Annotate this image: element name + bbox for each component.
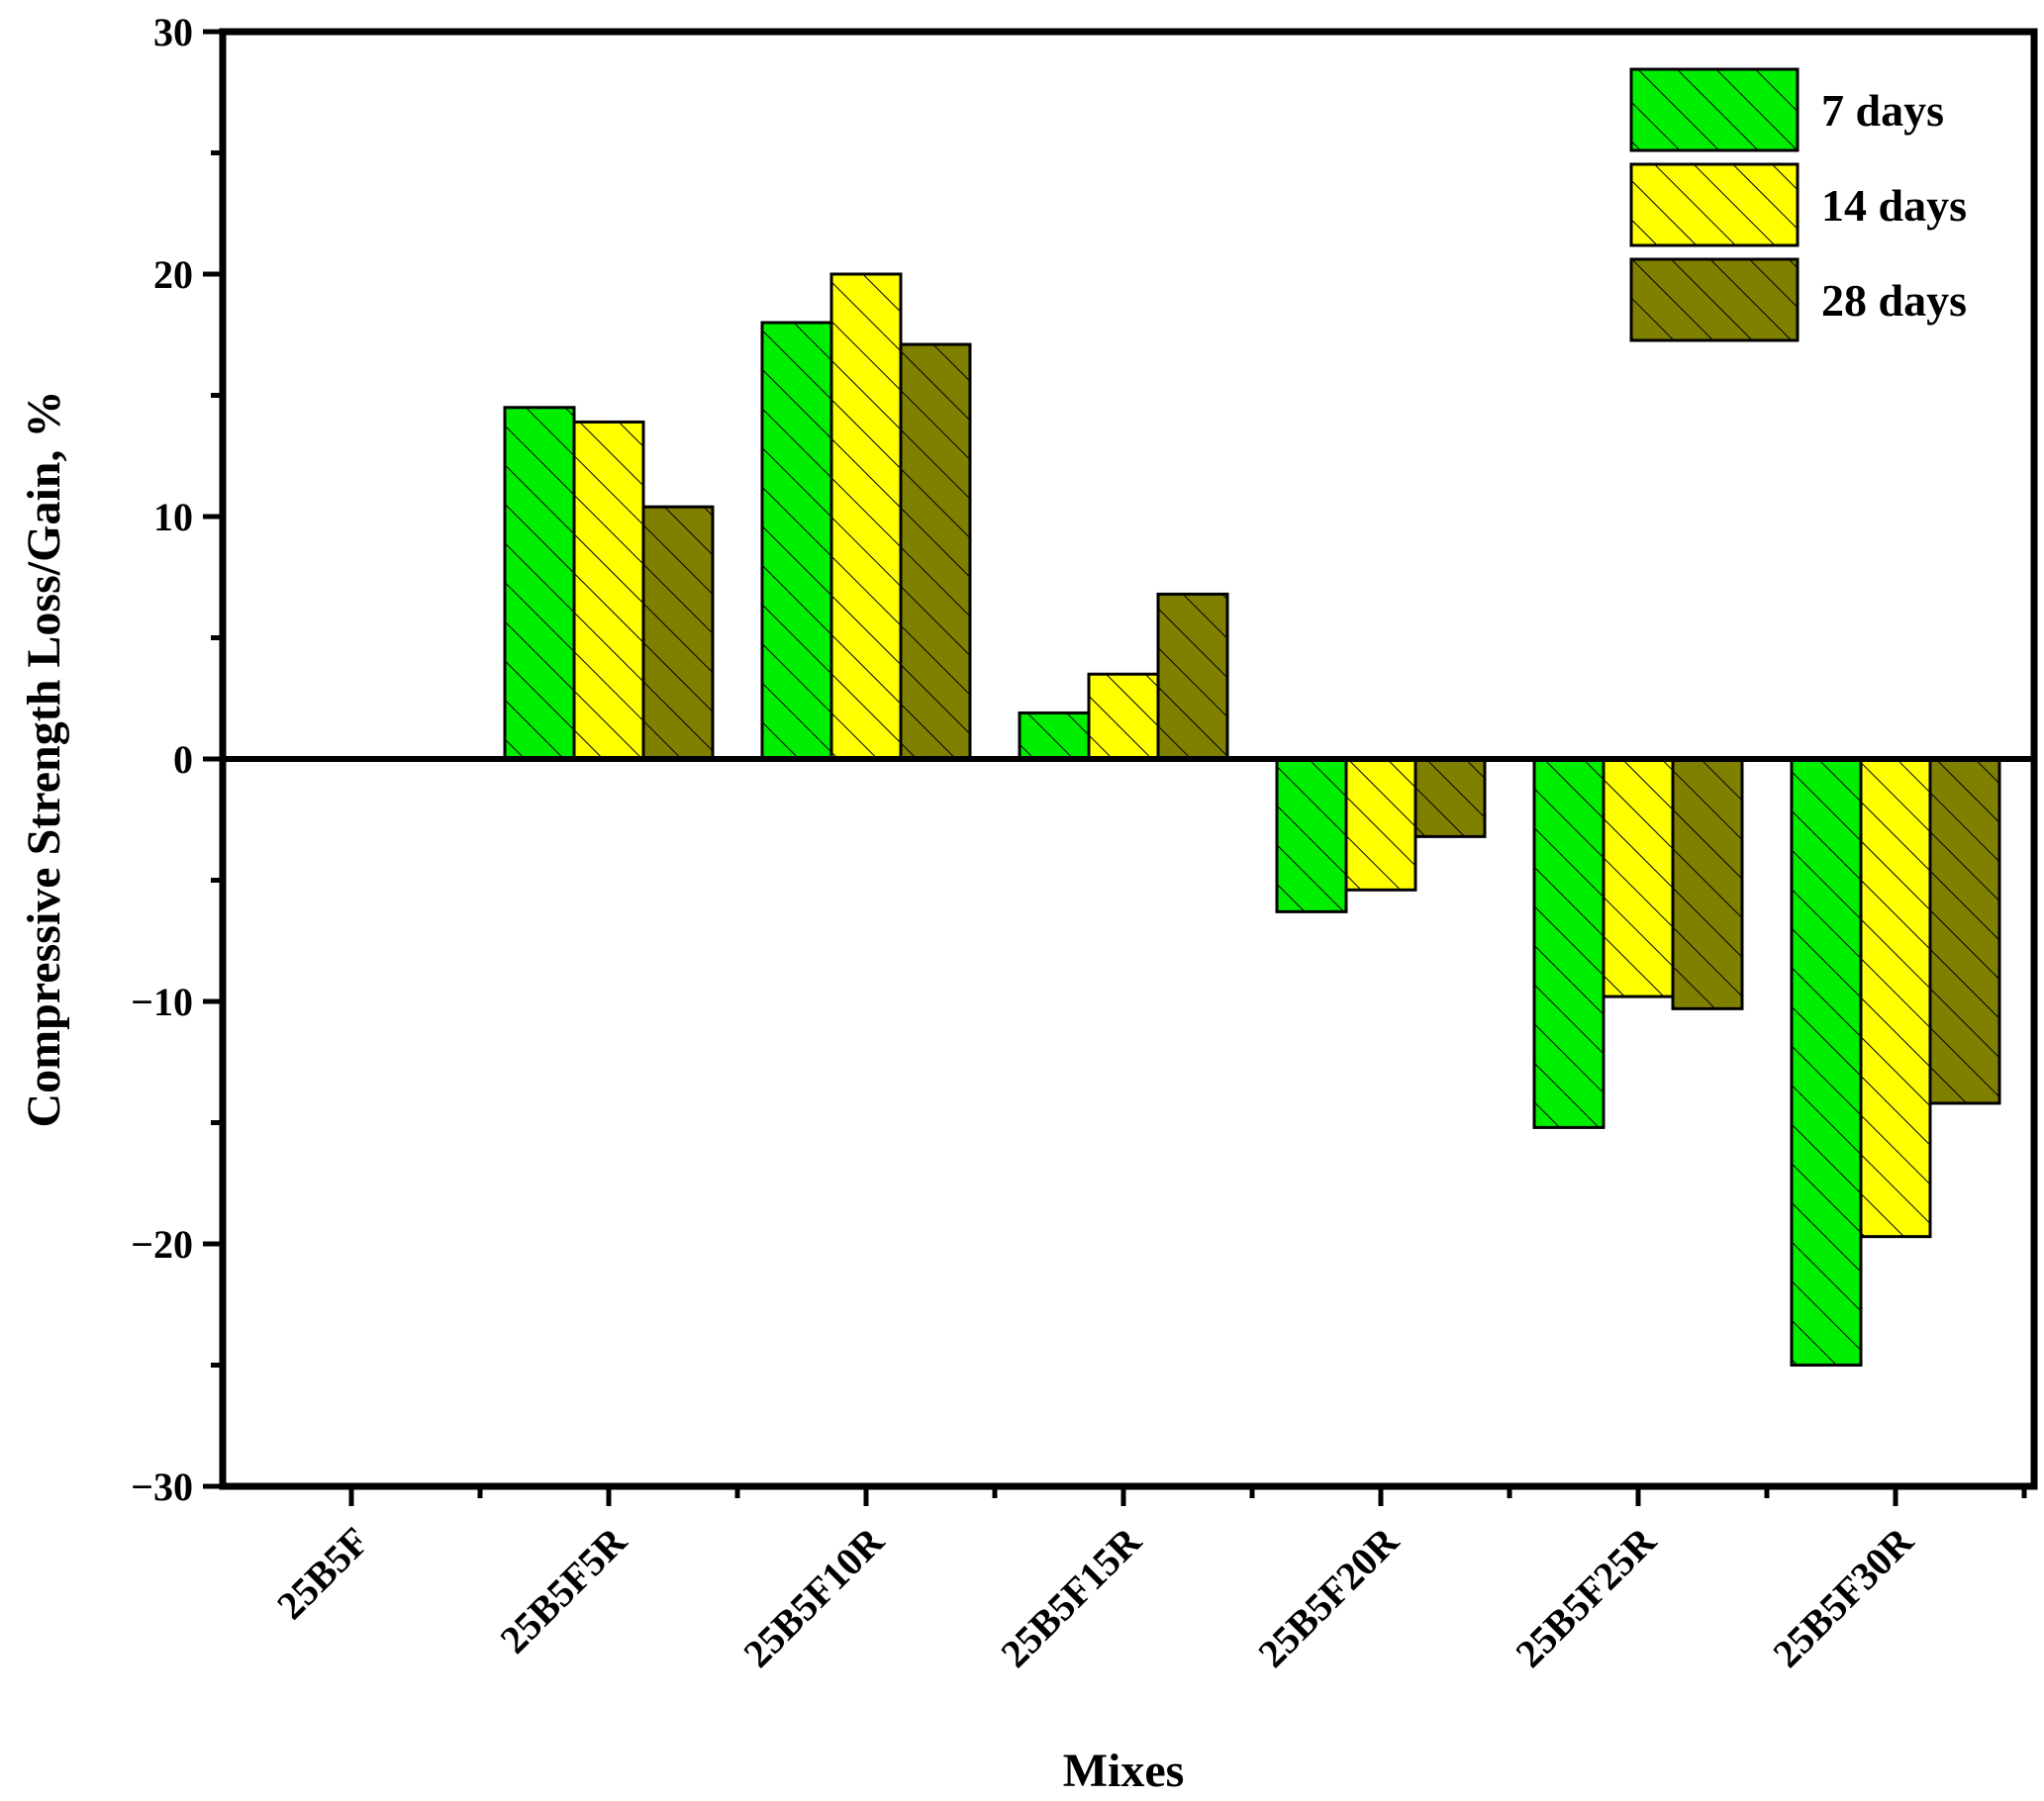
legend-label: 14 days bbox=[1821, 180, 1967, 231]
y-tick-label: −30 bbox=[131, 1465, 193, 1509]
bar-25B5F15R-7-days bbox=[1018, 711, 1091, 761]
bar-hatch bbox=[572, 420, 645, 761]
bar-hatch bbox=[1790, 757, 1863, 1367]
y-tick-label: 30 bbox=[153, 10, 193, 54]
x-axis-category-labels: 25B5F 25B5F5R 25B5F10R 25B5F15R 25B5F20R 25B5… bbox=[268, 1518, 1922, 1676]
bar-25B5F15R-14-days bbox=[1087, 672, 1160, 761]
legend-item: 28 days bbox=[1629, 257, 1967, 342]
legend-label: 7 days bbox=[1821, 85, 1944, 136]
bar-hatch bbox=[641, 505, 715, 761]
y-tick-label: −10 bbox=[131, 980, 193, 1024]
y-tick-label: 0 bbox=[173, 737, 193, 782]
bar-25B5F5R-14-days bbox=[572, 420, 645, 761]
bar-25B5F15R-28-days bbox=[1156, 592, 1229, 761]
x-category-label: 25B5F25R bbox=[1507, 1518, 1665, 1676]
bar-25B5F5R-7-days bbox=[503, 406, 576, 761]
legend-swatch-hatch bbox=[1629, 162, 1800, 247]
bars-layer bbox=[503, 272, 2001, 1367]
x-category-label: 25B5F15R bbox=[992, 1518, 1150, 1676]
bar-hatch bbox=[1087, 672, 1160, 761]
legend: 7 days 14 days 28 days bbox=[1629, 67, 1967, 342]
bar-25B5F25R-28-days bbox=[1671, 757, 1744, 1010]
x-category-label: 25B5F bbox=[268, 1519, 377, 1628]
legend-swatch-hatch bbox=[1629, 257, 1800, 342]
bar-25B5F10R-14-days bbox=[829, 272, 903, 761]
y-tick-label: 10 bbox=[153, 495, 193, 539]
legend-label: 28 days bbox=[1821, 275, 1967, 326]
bar-hatch bbox=[1671, 757, 1744, 1010]
bar-25B5F30R-7-days bbox=[1790, 757, 1863, 1367]
x-axis-title: Mixes bbox=[1063, 1745, 1185, 1797]
bar-hatch bbox=[1018, 711, 1091, 761]
y-axis-tick-labels: 30 20 10 0 −10 −20 −30 bbox=[131, 10, 193, 1509]
bar-25B5F20R-28-days bbox=[1413, 757, 1487, 838]
x-category-label: 25B5F20R bbox=[1249, 1518, 1408, 1676]
y-tick-label: −20 bbox=[131, 1222, 193, 1267]
bar-25B5F25R-7-days bbox=[1532, 757, 1606, 1129]
bar-hatch bbox=[1275, 757, 1348, 913]
bar-hatch bbox=[1928, 757, 2001, 1105]
legend-item: 14 days bbox=[1629, 162, 1967, 247]
bar-hatch bbox=[1156, 592, 1229, 761]
y-axis-title: Compressive Strength Loss/Gain, % bbox=[18, 391, 70, 1128]
bar-25B5F10R-28-days bbox=[899, 342, 972, 761]
bar-25B5F20R-7-days bbox=[1275, 757, 1348, 913]
bar-25B5F10R-7-days bbox=[760, 321, 833, 761]
x-category-label: 25B5F10R bbox=[734, 1518, 893, 1676]
bar-25B5F25R-14-days bbox=[1602, 757, 1675, 998]
bar-hatch bbox=[829, 272, 903, 761]
bar-25B5F30R-28-days bbox=[1928, 757, 2001, 1105]
x-category-label: 25B5F5R bbox=[491, 1518, 635, 1662]
bar-hatch bbox=[1344, 757, 1417, 892]
axis-ticks bbox=[203, 29, 2027, 1506]
bar-hatch bbox=[1602, 757, 1675, 998]
bar-hatch bbox=[1532, 757, 1606, 1129]
y-tick-label: 20 bbox=[153, 252, 193, 297]
legend-item: 7 days bbox=[1629, 67, 1944, 152]
bar-hatch bbox=[1413, 757, 1487, 838]
bar-25B5F30R-14-days bbox=[1859, 757, 1932, 1239]
bar-25B5F20R-14-days bbox=[1344, 757, 1417, 892]
x-category-label: 25B5F30R bbox=[1764, 1518, 1922, 1676]
bar-25B5F5R-28-days bbox=[641, 505, 715, 761]
bar-hatch bbox=[1859, 757, 1932, 1239]
bar-hatch bbox=[899, 342, 972, 761]
bar-hatch bbox=[503, 406, 576, 761]
bar-hatch bbox=[760, 321, 833, 761]
legend-swatch-hatch bbox=[1629, 67, 1800, 152]
